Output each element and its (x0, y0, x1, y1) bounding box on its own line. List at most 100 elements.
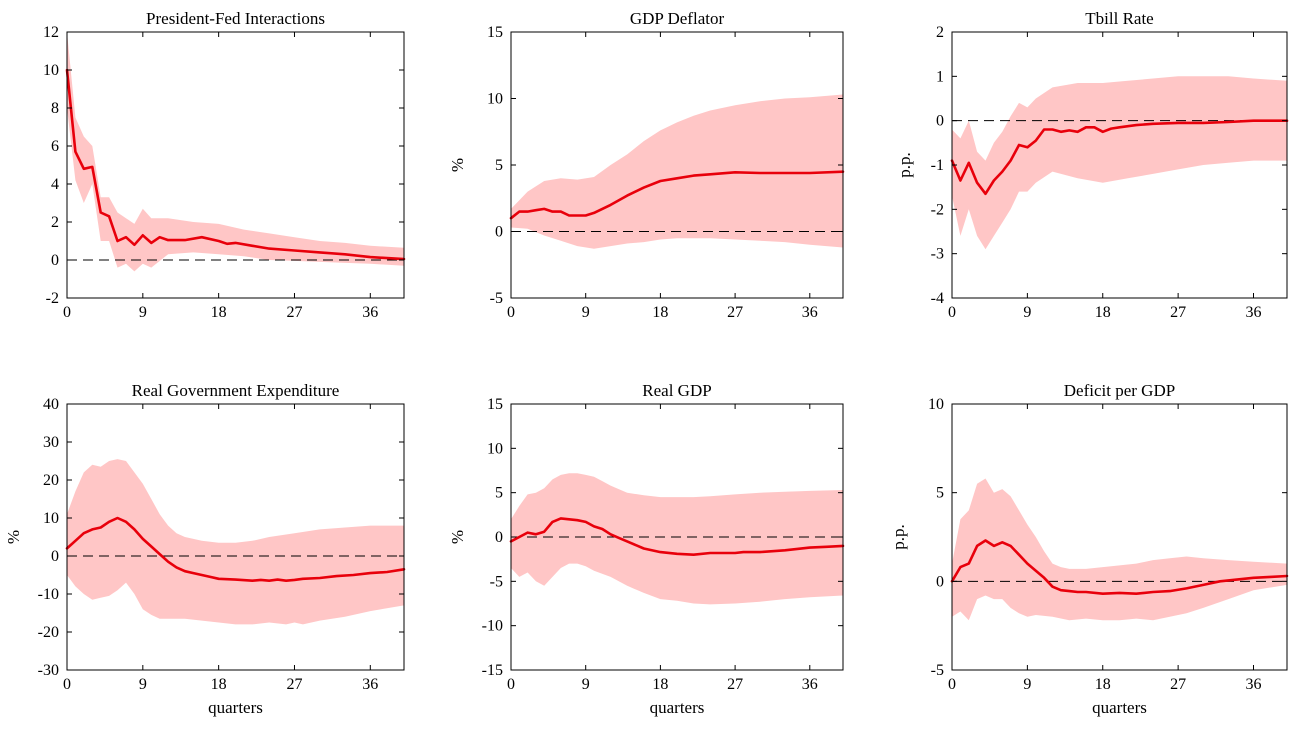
y-tick-label: -30 (38, 662, 59, 679)
x-axis-label: quarters (1092, 698, 1147, 717)
y-tick-label: 5 (936, 485, 944, 502)
y-tick-label: 10 (487, 440, 503, 457)
x-tick-label: 27 (286, 676, 302, 693)
y-tick-label: 10 (487, 91, 503, 108)
y-tick-label: 8 (51, 100, 59, 117)
x-axis-label: quarters (208, 698, 263, 717)
impulse-response-line (950, 119, 1289, 196)
x-tick-label: 0 (948, 676, 956, 693)
y-tick-label: -2 (931, 201, 944, 218)
y-tick-label: 0 (936, 573, 944, 590)
y-tick-label: 0 (51, 548, 59, 565)
x-tick-label: 18 (1095, 676, 1111, 693)
confidence-band (67, 32, 404, 272)
y-tick-label: 0 (936, 113, 944, 130)
panel-4: 0 9 18 27 36 -30 -20 -10 0 10 20 30 40 Real Governmen… (4, 381, 406, 717)
impulse-response-line (509, 517, 845, 556)
y-tick-label: 0 (495, 529, 503, 546)
x-tick-label: 36 (362, 676, 378, 693)
y-tick-label: -4 (931, 290, 944, 307)
x-tick-label: 18 (1095, 304, 1111, 321)
axes-box (66, 31, 405, 299)
y-tick-label: -1 (931, 157, 944, 174)
y-tick-label: -5 (490, 573, 503, 590)
y-tick-label: 6 (51, 138, 59, 155)
x-tick-label: 0 (63, 304, 71, 321)
y-tick-label: -10 (482, 618, 503, 635)
y-tick-label: 30 (43, 434, 59, 451)
x-tick-label: 27 (1170, 304, 1186, 321)
x-tick-label: 36 (1246, 676, 1262, 693)
confidence-band (511, 473, 843, 605)
confidence-band (952, 478, 1287, 621)
y-tick-label: -15 (482, 662, 503, 679)
y-tick-label: 2 (51, 214, 59, 231)
panel-title: Deficit per GDP (1064, 381, 1175, 400)
y-tick-label: 1 (936, 68, 944, 85)
y-tick-label: -3 (931, 246, 944, 263)
x-tick-label: 9 (139, 676, 147, 693)
x-tick-label: 18 (211, 676, 227, 693)
x-tick-label: 27 (1170, 676, 1186, 693)
x-tick-label: 9 (139, 304, 147, 321)
impulse-response-line (65, 516, 406, 582)
axes-box (951, 403, 1288, 671)
x-tick-label: 36 (802, 304, 818, 321)
y-tick-label: 10 (928, 396, 944, 413)
x-tick-label: 36 (802, 676, 818, 693)
y-tick-label: 4 (51, 176, 59, 193)
panel-title: Tbill Rate (1085, 9, 1153, 28)
x-tick-label: 9 (1023, 676, 1031, 693)
impulse-response-line (509, 170, 845, 220)
panel-title: President-Fed Interactions (146, 9, 325, 28)
x-tick-label: 0 (507, 676, 515, 693)
y-tick-label: -10 (38, 586, 59, 603)
y-tick-label: -5 (931, 662, 944, 679)
y-tick-label: 15 (487, 24, 503, 41)
x-tick-label: 27 (727, 304, 743, 321)
y-tick-label: -20 (38, 624, 59, 641)
y-tick-label: -2 (46, 290, 59, 307)
y-tick-label: 5 (495, 485, 503, 502)
y-axis-label: p.p. (889, 524, 908, 550)
y-tick-label: 5 (495, 157, 503, 174)
x-tick-label: 0 (63, 676, 71, 693)
confidence-band (511, 94, 843, 249)
x-tick-label: 9 (582, 304, 590, 321)
x-axis-label: quarters (650, 698, 705, 717)
y-axis-label: p.p. (895, 152, 914, 178)
x-tick-label: 9 (1023, 304, 1031, 321)
y-tick-label: 40 (43, 396, 59, 413)
y-tick-label: 0 (495, 224, 503, 241)
y-axis-label: % (448, 530, 467, 544)
x-tick-label: 36 (1246, 304, 1262, 321)
x-tick-label: 9 (582, 676, 590, 693)
panel-title: GDP Deflator (630, 9, 725, 28)
panel-title: Real GDP (642, 381, 711, 400)
x-tick-label: 27 (286, 304, 302, 321)
confidence-band (952, 76, 1287, 250)
x-tick-label: 0 (948, 304, 956, 321)
y-tick-label: 2 (936, 24, 944, 41)
x-tick-label: 18 (211, 304, 227, 321)
confidence-band (67, 459, 404, 625)
x-tick-label: 27 (727, 676, 743, 693)
panel-5: 0 9 18 27 36 -15 -10 -5 0 5 10 15 Real GDP% quarters (448, 381, 845, 717)
y-tick-label: 0 (51, 252, 59, 269)
x-tick-label: 0 (507, 304, 515, 321)
x-tick-label: 18 (652, 676, 668, 693)
impulse-response-line (950, 539, 1289, 595)
x-tick-label: 18 (652, 304, 668, 321)
axes-box (66, 403, 405, 671)
y-tick-label: 12 (43, 24, 59, 41)
y-tick-label: -5 (490, 290, 503, 307)
panel-3: 0 9 18 27 36 -4 -3 -2 -1 0 1 2 Tbill Rate p.p. (895, 9, 1289, 321)
y-tick-label: 15 (487, 396, 503, 413)
y-tick-label: 10 (43, 62, 59, 79)
y-axis-label: % (4, 530, 23, 544)
y-tick-label: 20 (43, 472, 59, 489)
x-tick-label: 36 (362, 304, 378, 321)
